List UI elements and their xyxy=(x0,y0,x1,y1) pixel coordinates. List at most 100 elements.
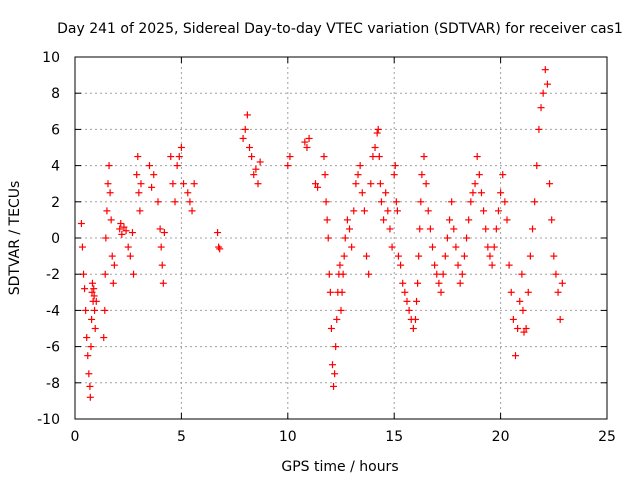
data-point xyxy=(358,189,366,197)
data-point xyxy=(80,270,88,278)
data-point xyxy=(109,279,117,287)
data-point xyxy=(133,171,141,179)
data-point xyxy=(524,288,532,296)
data-point xyxy=(518,270,526,278)
data-point xyxy=(88,288,96,296)
data-point xyxy=(413,297,421,305)
data-point xyxy=(184,189,192,197)
x-tick-label: 20 xyxy=(492,429,510,445)
data-point xyxy=(473,153,481,161)
data-point xyxy=(88,315,96,323)
data-point xyxy=(392,198,400,206)
data-point xyxy=(397,261,405,269)
data-point xyxy=(339,270,347,278)
data-point xyxy=(386,225,394,233)
data-point xyxy=(173,162,181,170)
data-point xyxy=(533,162,541,170)
data-point xyxy=(160,229,168,237)
chart-title: Day 241 of 2025, Sidereal Day-to-day VTE… xyxy=(57,21,623,37)
data-point xyxy=(156,225,164,233)
data-point xyxy=(239,134,247,142)
data-point xyxy=(488,261,496,269)
data-point xyxy=(492,225,500,233)
data-point xyxy=(543,80,551,88)
data-point xyxy=(145,162,153,170)
data-point xyxy=(375,153,383,161)
data-point xyxy=(435,279,443,287)
data-point xyxy=(130,270,138,278)
data-point xyxy=(103,207,111,215)
data-point xyxy=(550,252,558,260)
y-tick-label: 6 xyxy=(51,122,60,138)
data-point xyxy=(325,270,333,278)
data-point xyxy=(159,279,167,287)
data-point xyxy=(107,216,115,224)
data-point xyxy=(91,306,99,314)
data-point xyxy=(322,198,330,206)
data-point xyxy=(84,352,92,360)
data-point xyxy=(426,225,434,233)
data-point xyxy=(314,183,322,191)
data-point xyxy=(91,325,99,332)
y-tick-label: -10 xyxy=(37,412,60,428)
data-point xyxy=(511,352,519,360)
data-point xyxy=(441,252,449,260)
data-point xyxy=(354,171,362,179)
data-point xyxy=(171,198,179,206)
data-point xyxy=(484,243,492,251)
data-point xyxy=(248,153,256,161)
data-point xyxy=(529,225,537,233)
data-point xyxy=(150,171,158,179)
data-point xyxy=(336,261,344,269)
data-point xyxy=(437,288,445,296)
grid-lines xyxy=(75,57,607,419)
data-point xyxy=(471,180,479,188)
data-point xyxy=(77,220,85,228)
data-point xyxy=(554,288,562,296)
data-point xyxy=(384,207,392,215)
y-tick-label: -2 xyxy=(46,267,60,283)
data-point xyxy=(499,171,507,179)
data-point xyxy=(393,207,401,215)
data-point xyxy=(124,243,132,251)
data-point xyxy=(245,144,253,151)
data-point xyxy=(477,189,485,197)
data-point xyxy=(284,162,292,170)
data-point xyxy=(374,125,382,133)
data-point xyxy=(102,234,110,242)
data-point xyxy=(305,134,313,142)
data-point xyxy=(416,225,424,233)
data-point xyxy=(373,129,381,137)
data-point xyxy=(78,243,86,251)
data-points xyxy=(77,66,566,401)
data-point xyxy=(88,279,96,287)
data-point xyxy=(401,288,409,296)
y-tick-label: 10 xyxy=(42,50,60,66)
data-point xyxy=(350,207,358,215)
data-point xyxy=(126,252,134,260)
data-point xyxy=(556,315,564,323)
data-point xyxy=(157,243,165,251)
data-point xyxy=(376,180,384,188)
data-point xyxy=(190,180,198,188)
data-point xyxy=(343,216,351,224)
data-point xyxy=(214,229,222,237)
data-point xyxy=(390,171,398,179)
y-tick-label: -6 xyxy=(46,340,60,356)
data-point xyxy=(418,171,426,179)
data-point xyxy=(320,153,328,161)
data-point xyxy=(101,270,109,278)
data-point xyxy=(480,207,488,215)
data-point xyxy=(448,198,456,206)
data-point xyxy=(286,153,294,161)
data-point xyxy=(82,306,90,314)
data-point xyxy=(337,306,345,314)
data-point xyxy=(458,270,466,278)
data-point xyxy=(360,207,368,215)
data-point xyxy=(90,292,98,300)
data-point xyxy=(365,270,373,278)
data-point xyxy=(81,285,89,293)
data-point xyxy=(352,180,360,188)
data-point xyxy=(394,252,402,260)
